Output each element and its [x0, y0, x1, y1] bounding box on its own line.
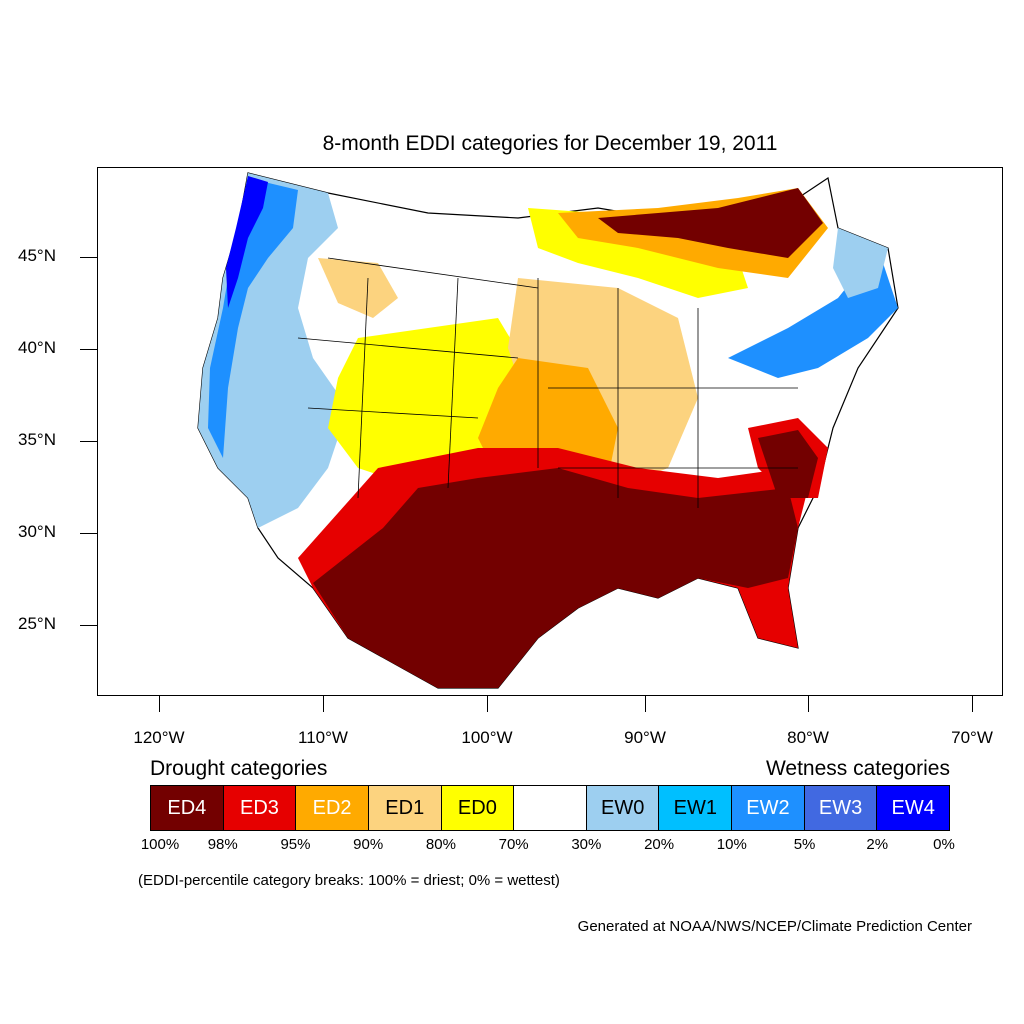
legend-note: (EDDI-percentile category breaks: 100% =… — [138, 872, 560, 889]
legend-break-label: 5% — [793, 836, 816, 853]
lon-tick — [972, 696, 973, 712]
lat-label-45: 45°N — [18, 246, 56, 265]
legend-break-label: 20% — [644, 836, 675, 853]
legend-cell-ed1: ED1 — [368, 786, 442, 830]
legend-break-label: 70% — [498, 836, 529, 853]
credit-line: Generated at NOAA/NWS/NCEP/Climate Predi… — [577, 918, 972, 935]
lon-tick — [487, 696, 488, 712]
lon-label-100: 100°W — [461, 728, 513, 747]
lon-label-110: 110°W — [298, 728, 348, 747]
west-wet-core — [208, 178, 298, 458]
lat-label-35: 35°N — [18, 430, 56, 449]
lon-label-70: 70°W — [951, 728, 993, 747]
legend-break-label: 10% — [716, 836, 747, 853]
southeast-ed4 — [758, 430, 818, 498]
lon-tick — [645, 696, 646, 712]
texas-south-ed4 — [313, 468, 798, 688]
legend-break-label: 30% — [571, 836, 602, 853]
lat-tick — [80, 441, 97, 442]
legend-break-label: 90% — [353, 836, 384, 853]
lon-tick — [808, 696, 809, 712]
lon-label-90: 90°W — [624, 728, 666, 747]
lat-label-40: 40°N — [18, 338, 56, 357]
lat-label-25: 25°N — [18, 614, 56, 633]
legend-break-label: 98% — [207, 836, 238, 853]
legend-cell-ew0: EW0 — [586, 786, 660, 830]
lat-tick — [80, 257, 97, 258]
legend-break-label: 2% — [866, 836, 889, 853]
legend-cell-ew2: EW2 — [732, 786, 805, 830]
legend-cell-ed3: ED3 — [223, 786, 297, 830]
eddi-map — [197, 172, 899, 689]
map-title: 8-month EDDI categories for December 19,… — [322, 132, 778, 155]
legend-break-label: 80% — [425, 836, 456, 853]
northeast-wet-pale — [833, 228, 888, 298]
lat-tick — [80, 625, 97, 626]
drought-categories-heading: Drought categories — [150, 757, 328, 780]
legend-cell-ew3: EW3 — [804, 786, 878, 830]
state-borders — [297, 257, 798, 508]
legend-colorbar: ED4 ED3 ED2 ED1 ED0 EW0 EW1 EW2 EW3 EW4 — [150, 785, 950, 831]
lon-tick — [323, 696, 324, 712]
wetness-categories-heading: Wetness categories — [765, 757, 950, 780]
lon-tick — [159, 696, 160, 712]
lat-label-30: 30°N — [18, 522, 56, 541]
rockies-drought-pale — [318, 258, 398, 318]
legend-cell-ed4: ED4 — [151, 786, 224, 830]
lakes-ed4 — [598, 188, 823, 258]
lat-tick — [80, 349, 97, 350]
legend-cell-ed2: ED2 — [296, 786, 369, 830]
map-panel — [97, 167, 1003, 696]
legend-cell-ew4: EW4 — [877, 786, 950, 830]
legend-cell-ed0: ED0 — [441, 786, 515, 830]
west-wet-extreme — [226, 176, 268, 308]
lon-label-120: 120°W — [133, 728, 185, 747]
lat-tick — [80, 533, 97, 534]
legend-break-label: 100% — [140, 836, 180, 853]
legend-break-label: 95% — [280, 836, 311, 853]
legend-cell-normal — [514, 786, 587, 830]
legend-break-label: 0% — [933, 836, 955, 853]
lon-label-80: 80°W — [787, 728, 829, 747]
legend-cell-ew1: EW1 — [659, 786, 733, 830]
